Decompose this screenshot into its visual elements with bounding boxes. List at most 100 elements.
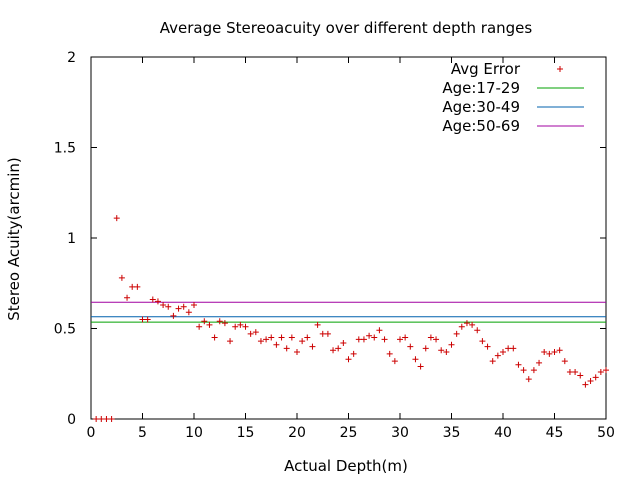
x-tick-label: 45: [546, 425, 564, 441]
data-point: [191, 301, 197, 308]
data-point: [417, 363, 424, 370]
data-point: [149, 296, 156, 303]
data-point: [309, 343, 316, 350]
data-point: [597, 368, 604, 375]
data-point: [546, 350, 553, 357]
data-point: [268, 334, 275, 341]
data-point: [154, 298, 161, 305]
data-point: [319, 330, 326, 337]
x-tick-label: 30: [391, 425, 409, 441]
data-point: [489, 358, 496, 365]
y-tick-label: 1: [67, 231, 76, 247]
data-point: [237, 321, 244, 328]
data-point: [515, 361, 522, 368]
data-point: [603, 367, 609, 374]
data-point: [484, 343, 491, 350]
data-point: [139, 316, 146, 323]
x-tick-label: 0: [87, 425, 96, 441]
data-point: [144, 316, 151, 323]
data-point: [330, 347, 337, 354]
data-point: [299, 338, 306, 345]
data-point: [278, 334, 285, 341]
x-ticks: 0 5 10 15 20 25 30 35 40 45 50: [87, 57, 615, 441]
data-point: [520, 367, 527, 374]
y-tick-label: 0.5: [54, 322, 76, 338]
data-point: [294, 349, 300, 356]
legend-label: Avg Error: [451, 60, 521, 78]
data-point: [263, 336, 270, 343]
data-point: [443, 349, 450, 356]
data-point: [98, 416, 105, 422]
data-point: [427, 334, 434, 341]
data-point: [541, 349, 548, 356]
legend-label: Age:50-69: [442, 117, 520, 135]
data-point: [180, 303, 187, 310]
y-tick-label: 1.5: [54, 141, 76, 157]
data-point: [252, 329, 259, 336]
data-point: [103, 416, 110, 422]
data-point: [505, 345, 512, 352]
data-point: [556, 347, 563, 354]
data-point: [587, 377, 594, 384]
x-axis-label: Actual Depth(m): [284, 457, 408, 475]
data-point: [561, 358, 568, 365]
data-point: [376, 327, 383, 334]
data-point: [227, 338, 234, 345]
data-point: [185, 309, 192, 316]
y-tick-label: 0: [67, 412, 76, 428]
data-point: [463, 320, 470, 327]
data-point: [551, 349, 558, 356]
data-point: [273, 341, 280, 348]
data-point: [530, 367, 537, 374]
data-point: [314, 321, 321, 328]
data-point: [582, 381, 589, 388]
data-point: [391, 358, 398, 365]
data-point: [566, 368, 573, 375]
legend-label: Age:30-49: [442, 98, 520, 116]
data-point: [572, 368, 579, 375]
data-point: [494, 352, 501, 359]
data-point: [381, 336, 388, 343]
data-point: [438, 347, 445, 354]
data-point: [108, 416, 115, 422]
data-point: [402, 334, 409, 341]
data-point: [216, 318, 223, 325]
data-point: [160, 301, 167, 308]
data-point: [536, 359, 543, 366]
data-point: [304, 334, 311, 341]
y-tick-label: 2: [67, 50, 76, 66]
x-tick-label: 35: [443, 425, 461, 441]
legend-label: Age:17-29: [442, 79, 520, 97]
data-point: [422, 345, 429, 352]
data-point: [397, 336, 403, 343]
data-point: [129, 283, 136, 290]
data-point: [201, 318, 208, 325]
x-tick-label: 20: [288, 425, 306, 441]
data-point: [221, 320, 228, 327]
data-point: [592, 374, 599, 381]
data-point: [474, 327, 481, 334]
data-point: [407, 343, 414, 350]
data-point: [458, 323, 465, 330]
data-point: [124, 294, 131, 301]
data-point: [525, 376, 532, 383]
data-point: [165, 303, 172, 310]
data-point: [288, 334, 295, 341]
data-point: [242, 323, 249, 330]
legend-marker: [557, 66, 563, 72]
y-axis-label: Stereo Acuity(arcmin): [5, 157, 23, 321]
data-point: [175, 305, 182, 312]
data-point: [113, 215, 120, 222]
data-point: [345, 356, 352, 363]
data-point: [247, 330, 254, 337]
data-point: [479, 338, 486, 345]
data-point: [93, 416, 100, 422]
data-point: [206, 321, 213, 328]
x-tick-label: 10: [185, 425, 203, 441]
x-tick-label: 50: [597, 425, 615, 441]
data-point: [371, 334, 378, 341]
data-point: [510, 345, 517, 352]
data-point: [448, 341, 455, 348]
